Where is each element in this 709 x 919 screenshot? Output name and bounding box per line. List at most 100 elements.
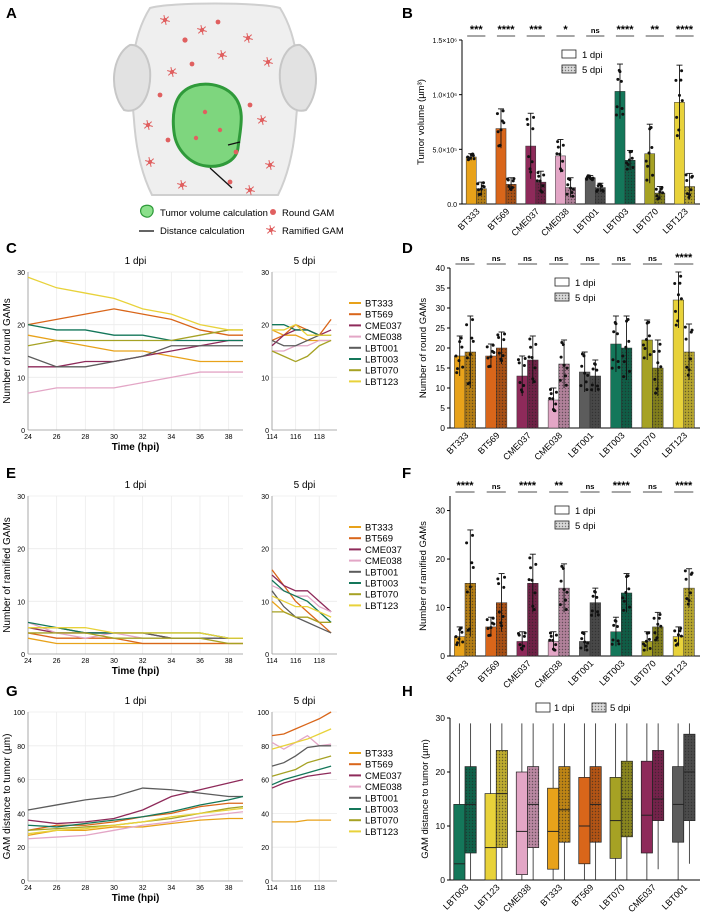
data-point — [643, 347, 647, 351]
data-point — [457, 359, 461, 363]
category-label: LBT003 — [441, 882, 470, 911]
data-point — [537, 174, 541, 178]
data-point — [610, 366, 614, 370]
data-point — [655, 387, 659, 391]
category-label: CME038 — [501, 882, 533, 914]
data-point — [485, 618, 489, 622]
left-eye-icon — [113, 43, 152, 112]
data-point — [569, 186, 573, 190]
significance-label: ns — [648, 482, 657, 491]
data-point — [685, 179, 689, 183]
data-point — [465, 323, 469, 327]
series-line-BT333 — [272, 819, 332, 823]
tumor-volume-icon — [140, 204, 154, 218]
data-point — [503, 575, 507, 579]
data-point — [548, 388, 552, 392]
data-point — [618, 70, 622, 74]
data-point — [461, 640, 465, 644]
data-point — [571, 187, 575, 191]
series-line-CME038 — [271, 584, 332, 613]
significance-label: ns — [492, 254, 501, 263]
ramified-gam-cells — [143, 15, 275, 195]
subtitle-5dpi: 5 dpi — [294, 256, 316, 267]
data-point — [497, 351, 501, 355]
data-point — [565, 192, 569, 196]
series-line-LBT123 — [27, 807, 244, 835]
legend-label-CME038: CME038 — [365, 556, 402, 567]
data-point — [482, 185, 486, 189]
category-label: LBT001 — [660, 882, 689, 911]
data-point — [500, 359, 504, 363]
data-point — [654, 638, 658, 642]
tumor-mass-icon — [171, 82, 243, 168]
data-point — [534, 562, 538, 566]
data-point — [625, 575, 629, 579]
data-point — [529, 345, 533, 349]
x-tick-label: 26 — [53, 658, 61, 665]
box-pattern-LBT001 — [683, 734, 695, 821]
data-point — [562, 363, 566, 367]
series-line-CME037 — [28, 339, 243, 368]
bar-LBT001-1dpi — [584, 177, 596, 205]
x-tick-label: 36 — [196, 658, 204, 665]
data-point — [496, 333, 500, 337]
data-point — [601, 189, 605, 193]
ramified-body — [145, 122, 151, 128]
y-tick-label: 0 — [265, 879, 269, 886]
category-label: LBT001 — [566, 658, 595, 687]
data-point — [548, 638, 552, 642]
y-axis-label: Number of ramified GAMs — [418, 521, 429, 631]
data-point — [642, 648, 646, 652]
box-LBT003-1dpi — [453, 804, 466, 881]
data-point — [528, 556, 532, 560]
data-point — [619, 79, 623, 83]
data-point — [617, 642, 621, 646]
series-line-CME037 — [271, 574, 332, 613]
box-LBT070-1dpi — [609, 777, 622, 859]
data-point — [644, 338, 648, 342]
line-chart-e: 24 26 28 30 32 34 36 38 0 10 20 30 114 116 118 0 10 20 30 1… — [2, 480, 402, 677]
data-point — [579, 646, 583, 650]
category-label: CME037 — [501, 658, 533, 690]
legend-label-LBT003: LBT003 — [365, 579, 398, 590]
y-tick-label: 5.0×10⁵ — [432, 147, 457, 154]
data-point — [654, 391, 658, 395]
round-gam-icon — [270, 209, 276, 215]
bar-pattern-CME038 — [558, 588, 570, 656]
data-point — [549, 634, 553, 638]
panel-letter-a: A — [6, 5, 17, 22]
y-tick-label: 20 — [436, 343, 446, 353]
x-tick-label: 116 — [290, 434, 301, 441]
data-point — [615, 332, 619, 336]
data-point — [529, 566, 533, 570]
category-label: BT333 — [538, 882, 564, 908]
data-point — [522, 634, 526, 638]
data-point — [530, 578, 534, 582]
data-point — [658, 613, 662, 617]
data-point — [502, 121, 506, 125]
data-point — [458, 628, 462, 632]
data-point — [457, 637, 461, 641]
data-point — [653, 377, 657, 381]
legend-swatch-1dpi — [561, 49, 577, 59]
data-point — [551, 407, 555, 411]
data-point — [558, 603, 562, 607]
legend-label-LBT123: LBT123 — [365, 601, 398, 612]
data-point — [676, 319, 680, 323]
data-point — [525, 117, 529, 121]
y-axis-label: GAM distance to tumor (µm) — [420, 739, 431, 859]
category-label: CME038 — [539, 206, 571, 238]
data-point — [683, 569, 687, 573]
data-point — [455, 367, 459, 371]
legend-label-LBT001: LBT001 — [365, 567, 398, 578]
data-point — [527, 355, 531, 359]
category-label: BT333 — [456, 206, 482, 232]
data-point — [564, 598, 568, 602]
line-chart-c: 24 26 28 30 32 34 36 38 0 10 20 30 114 116 118 0 10 20 30 1… — [2, 256, 402, 453]
data-point — [522, 384, 526, 388]
legend-label-LBT003: LBT003 — [365, 805, 398, 816]
data-point — [472, 157, 476, 161]
data-point — [470, 561, 474, 565]
legend-label-CME038: CME038 — [365, 332, 402, 343]
significance-label: ** — [650, 24, 659, 36]
